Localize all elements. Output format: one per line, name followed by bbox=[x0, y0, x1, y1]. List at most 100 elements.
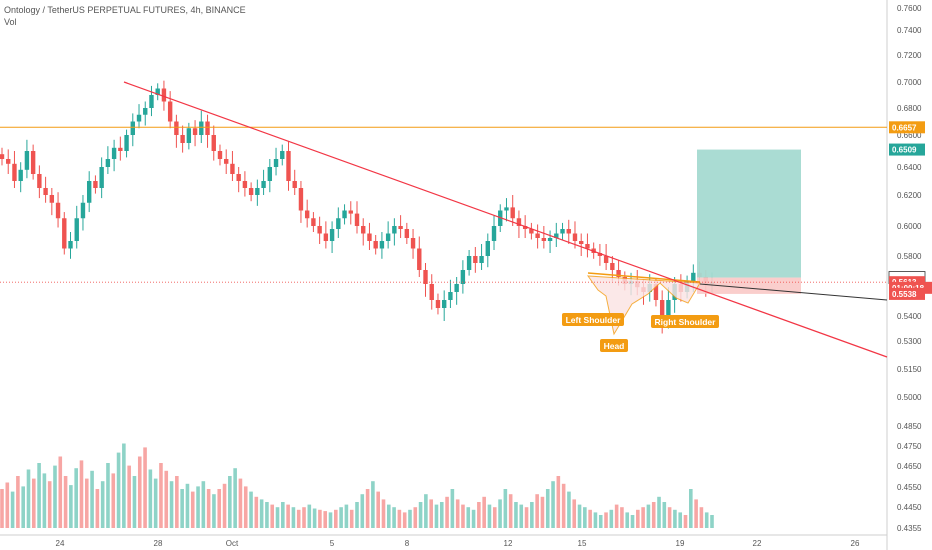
price-tag-label: 0.6509 bbox=[892, 146, 917, 155]
volume-bar bbox=[461, 504, 465, 528]
volume-bar bbox=[201, 481, 206, 528]
volume-bar bbox=[381, 499, 386, 528]
volume-bar bbox=[704, 512, 709, 528]
volume-bar bbox=[84, 478, 89, 528]
svg-text:Head: Head bbox=[604, 341, 625, 351]
volume-bar bbox=[540, 496, 545, 528]
volume-bar bbox=[397, 509, 402, 528]
volume-bar bbox=[604, 512, 608, 528]
candle-body bbox=[336, 218, 341, 229]
volume-bar bbox=[16, 476, 20, 528]
candle-body bbox=[74, 218, 79, 241]
volume-bar bbox=[111, 473, 116, 528]
candle-body bbox=[541, 238, 547, 241]
price-tick-label: 0.4355 bbox=[897, 524, 922, 533]
price-tick-label: 0.5800 bbox=[897, 252, 922, 261]
price-axis[interactable]: 0.7600 0.7400 0.7200 0.7000 0.6800 0.6600 0.64… bbox=[897, 4, 922, 533]
candle-body bbox=[566, 229, 571, 234]
volume-bar bbox=[58, 456, 63, 528]
candle-body bbox=[211, 135, 216, 151]
volume-bar bbox=[593, 512, 598, 528]
candle-body bbox=[367, 233, 372, 241]
volume-bar bbox=[598, 515, 603, 528]
candle-body bbox=[373, 241, 378, 249]
volume-bar bbox=[508, 494, 513, 528]
candle-body bbox=[448, 292, 453, 300]
candle-body bbox=[280, 151, 285, 159]
volume-bar bbox=[249, 491, 253, 528]
candle-body bbox=[597, 253, 603, 256]
volume-bar bbox=[243, 486, 248, 528]
candle-body bbox=[12, 163, 17, 181]
volume-bar bbox=[69, 485, 73, 528]
volume-bars bbox=[0, 443, 714, 528]
candle-body bbox=[180, 135, 185, 143]
candle-body bbox=[86, 181, 92, 203]
candle-body bbox=[99, 167, 104, 188]
volume-bar bbox=[334, 509, 338, 528]
volume-bar bbox=[588, 509, 592, 528]
candle-body bbox=[653, 284, 659, 300]
candle-body bbox=[547, 238, 553, 241]
candle-body bbox=[491, 226, 497, 241]
time-axis[interactable]: 24 28 Oct 5 8 12 15 19 22 26 bbox=[56, 539, 860, 548]
price-tick-label: 0.6400 bbox=[897, 163, 922, 172]
volume-bar bbox=[31, 478, 36, 528]
projection-line[interactable] bbox=[699, 283, 888, 301]
candle-body bbox=[18, 169, 23, 181]
volume-bar bbox=[651, 502, 656, 528]
left-shoulder-label[interactable]: Left Shoulder bbox=[562, 313, 624, 326]
candle-body bbox=[298, 188, 304, 211]
volume-bar bbox=[63, 476, 68, 528]
volume-bar bbox=[355, 502, 359, 528]
candle-body bbox=[167, 101, 173, 122]
head-label[interactable]: Head bbox=[600, 339, 628, 352]
volume-bar bbox=[482, 496, 486, 528]
volume-bar bbox=[37, 463, 41, 528]
candle-body bbox=[435, 300, 441, 308]
candle-body bbox=[410, 238, 416, 249]
chart-title: Ontology / TetherUS PERPETUAL FUTURES, 4… bbox=[4, 5, 246, 15]
stop-zone[interactable] bbox=[697, 277, 801, 294]
volume-bar bbox=[577, 504, 582, 528]
candle-body bbox=[130, 121, 135, 135]
time-tick-label: 26 bbox=[851, 539, 860, 548]
volume-bar bbox=[514, 502, 518, 528]
right-shoulder-label[interactable]: Right Shoulder bbox=[651, 315, 719, 328]
downtrend-line[interactable] bbox=[123, 81, 888, 358]
volume-bar bbox=[614, 504, 619, 528]
volume-bar bbox=[222, 483, 227, 528]
volume-bar bbox=[662, 502, 667, 528]
neckline[interactable] bbox=[587, 272, 701, 283]
volume-bar bbox=[683, 515, 688, 528]
svg-text:Left Shoulder: Left Shoulder bbox=[566, 315, 621, 325]
volume-bar bbox=[408, 509, 412, 528]
volume-bar bbox=[143, 447, 147, 528]
candle-body bbox=[417, 248, 422, 270]
volume-bar bbox=[275, 507, 280, 528]
volume-bar bbox=[254, 496, 259, 528]
candle-body bbox=[522, 226, 528, 229]
candle-body bbox=[466, 256, 472, 270]
candle-body bbox=[68, 241, 73, 249]
volume-bar bbox=[137, 456, 142, 528]
candle-body bbox=[49, 195, 55, 203]
target-zone[interactable] bbox=[697, 149, 801, 278]
volume-bar bbox=[429, 499, 433, 528]
candle-body bbox=[6, 159, 11, 164]
candle-body bbox=[242, 181, 248, 188]
volume-bar bbox=[95, 489, 100, 528]
volume-label: Vol bbox=[4, 17, 17, 27]
volume-bar bbox=[159, 463, 163, 528]
volume-bar bbox=[42, 473, 47, 528]
candle-body bbox=[317, 226, 322, 234]
candle-body bbox=[311, 218, 316, 226]
candle-body bbox=[379, 241, 385, 249]
candle-body bbox=[504, 207, 509, 211]
volume-bar bbox=[339, 507, 343, 528]
price-tick-label: 0.5000 bbox=[897, 393, 922, 402]
volume-bar bbox=[238, 478, 243, 528]
candle-body bbox=[535, 233, 540, 238]
